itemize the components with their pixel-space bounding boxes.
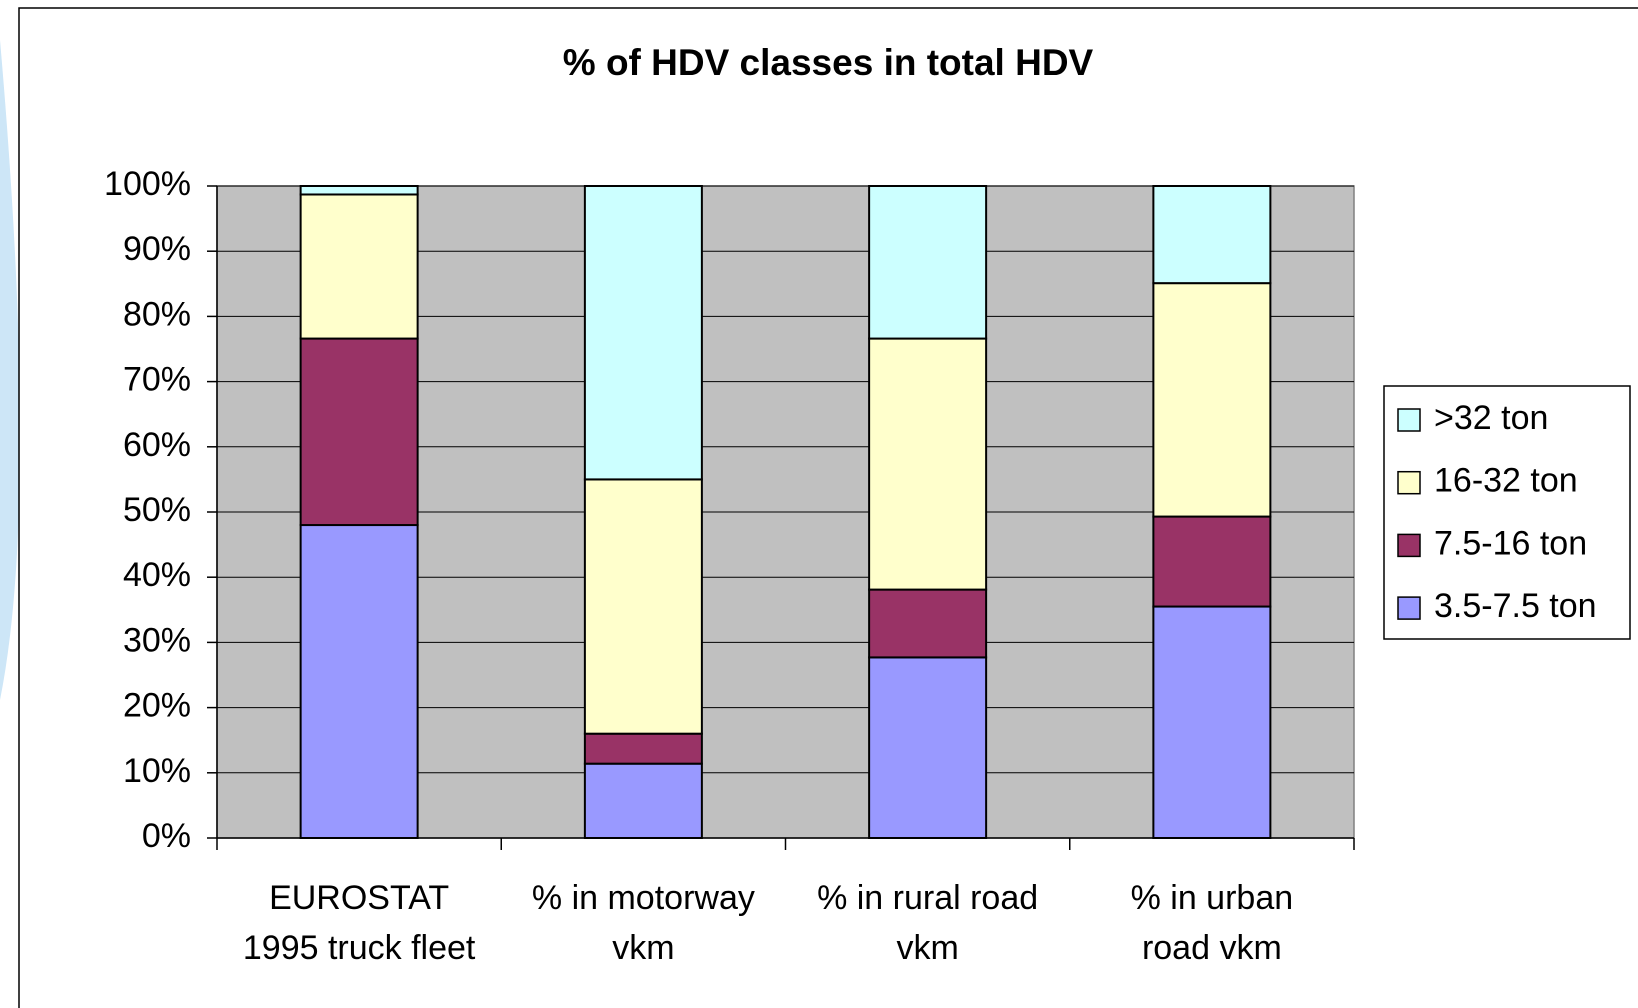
bar-segment xyxy=(583,762,703,839)
bar-segment xyxy=(1152,185,1272,285)
legend-swatch xyxy=(1397,408,1421,432)
bar-segment xyxy=(868,185,988,340)
x-tick-label: % in rural road vkm xyxy=(817,879,1039,967)
y-tick-label: 70% xyxy=(123,361,191,399)
bar-segment xyxy=(299,185,419,196)
bar-segment xyxy=(583,185,703,481)
y-tick-label: 40% xyxy=(123,556,191,594)
legend-label: 16-32 ton xyxy=(1434,462,1578,500)
bar-segment xyxy=(583,732,703,765)
legend-swatch xyxy=(1397,533,1421,558)
y-tick-label: 80% xyxy=(123,295,191,333)
bar-segment xyxy=(583,478,703,735)
bar-segment xyxy=(868,588,988,659)
bar-segment xyxy=(1152,605,1272,839)
x-tick-label: EUROSTAT 1995 truck fleet xyxy=(242,879,476,967)
y-tick-label: 20% xyxy=(123,687,191,725)
legend-label: 7.5-16 ton xyxy=(1434,524,1587,562)
bar-segment xyxy=(299,524,419,839)
legend-swatch xyxy=(1397,470,1421,495)
legend-swatch xyxy=(1397,596,1421,620)
y-tick-label: 60% xyxy=(123,426,191,464)
bar-segment xyxy=(868,337,988,591)
bar-segment xyxy=(868,656,988,839)
bar-segment xyxy=(1152,282,1272,518)
y-tick-label: 90% xyxy=(123,230,191,268)
y-tick-label: 100% xyxy=(104,165,191,203)
legend-box xyxy=(1383,385,1631,640)
y-tick-label: 0% xyxy=(142,817,191,855)
legend-label: 3.5-7.5 ton xyxy=(1434,587,1597,625)
x-tick-label: % in urban road vkm xyxy=(1130,879,1294,967)
bar-segment xyxy=(299,193,419,340)
bar-segment xyxy=(1152,515,1272,608)
chart-title: % of HDV classes in total HDV xyxy=(563,42,1094,83)
y-tick-label: 10% xyxy=(123,752,191,790)
y-tick-label: 50% xyxy=(123,491,191,529)
y-tick-label: 30% xyxy=(123,621,191,659)
bar-segment xyxy=(299,337,419,527)
decoration xyxy=(0,40,20,700)
legend-label: >32 ton xyxy=(1434,399,1548,437)
x-tick-label: % in motorway vkm xyxy=(531,879,755,967)
